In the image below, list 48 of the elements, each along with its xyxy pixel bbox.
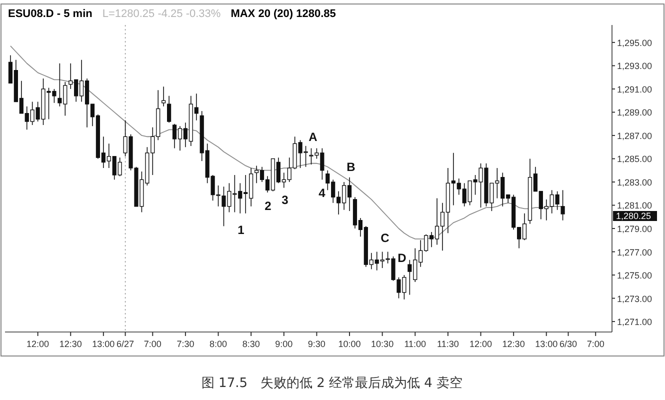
- x-tick-label: 10:00: [338, 339, 361, 349]
- y-tick-label: 1,287.00: [617, 130, 652, 141]
- y-tick-label: 1,271.00: [617, 317, 652, 328]
- x-tick-label: 13:00: [535, 339, 558, 349]
- annotation: D: [398, 251, 407, 265]
- x-tick-label: 8:30: [242, 339, 260, 349]
- x-tick-label: 7:30: [176, 339, 194, 349]
- x-tick-label: 12:30: [59, 339, 82, 349]
- x-tick-label: 12:00: [26, 339, 50, 349]
- candlestick: [167, 96, 172, 124]
- x-tick-label: 13:00: [92, 339, 115, 349]
- x-tick-label: 8:00: [210, 339, 228, 349]
- y-tick-label: 1,279.00: [617, 224, 652, 234]
- x-tick-label: 6/27: [116, 339, 134, 349]
- y-tick-label: 1,277.00: [617, 247, 652, 258]
- x-tick-label: 12:30: [502, 339, 525, 349]
- y-tick-label: 1,275.00: [617, 270, 652, 281]
- text: MAX 20 (20) 1280.85: [230, 8, 336, 20]
- y-tick-label: 1,293.00: [617, 61, 652, 72]
- x-tick-label: 9:30: [308, 339, 326, 349]
- annotation: B: [346, 160, 356, 174]
- annotation: 4: [318, 186, 326, 200]
- annotation: 1: [238, 223, 245, 237]
- x-tick-label: 10:30: [371, 339, 394, 349]
- y-tick-label: 1,285.00: [617, 154, 652, 164]
- chart-title: ESU08.D - 5 min: [8, 8, 93, 20]
- text: 1,280.25: [616, 211, 652, 222]
- y-tick-label: 1,289.00: [617, 108, 652, 118]
- chart-subtitle: L=1280.25 -4.25 -0.33%: [102, 8, 221, 20]
- x-tick-label: 7:00: [144, 339, 162, 349]
- y-tick-label: 1,291.00: [617, 84, 652, 94]
- x-tick-label: 11:00: [404, 339, 426, 349]
- annotation: C: [380, 231, 390, 245]
- x-tick-label: 6/30: [559, 339, 578, 349]
- y-tick-label: 1,283.00: [617, 177, 652, 188]
- caption: 图 17.5 失败的低 2 经常最后成为低 4 卖空: [201, 376, 463, 391]
- annotation: 2: [264, 199, 272, 213]
- x-tick-label: 12:00: [469, 339, 492, 349]
- x-tick-label: 11:30: [437, 339, 459, 349]
- y-tick-label: 1,273.00: [617, 294, 652, 304]
- y-tick-label: 1,281.00: [617, 200, 652, 211]
- annotation: A: [308, 130, 318, 144]
- x-tick-label: 9:00: [275, 339, 293, 349]
- candlestick: [560, 190, 565, 221]
- x-tick-label: 7:00: [586, 339, 604, 349]
- y-tick-label: 1,295.00: [617, 38, 652, 48]
- annotation: 3: [282, 193, 289, 207]
- candlestick: [162, 86, 166, 107]
